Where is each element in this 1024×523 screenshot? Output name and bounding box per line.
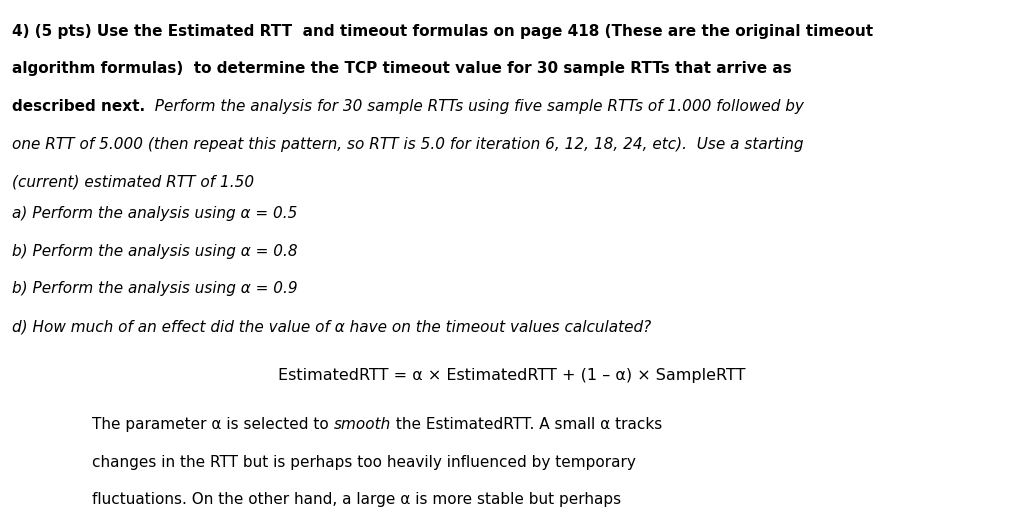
Text: fluctuations. On the other hand, a large α is more stable but perhaps: fluctuations. On the other hand, a large… <box>92 492 622 507</box>
Text: b) Perform the analysis using α = 0.9: b) Perform the analysis using α = 0.9 <box>12 281 298 297</box>
Text: a) Perform the analysis using α = 0.5: a) Perform the analysis using α = 0.5 <box>12 206 298 221</box>
Text: smooth: smooth <box>334 417 391 432</box>
Text: EstimatedRTT = α × EstimatedRTT + (1 – α) × SampleRTT: EstimatedRTT = α × EstimatedRTT + (1 – α… <box>279 368 745 383</box>
Text: one RTT of 5.000 (then repeat this pattern, so RTT is 5.0 for iteration 6, 12, 1: one RTT of 5.000 (then repeat this patte… <box>12 137 804 152</box>
Text: b) Perform the analysis using α = 0.8: b) Perform the analysis using α = 0.8 <box>12 244 298 259</box>
Text: the EstimatedRTT. A small α tracks: the EstimatedRTT. A small α tracks <box>391 417 663 432</box>
Text: Perform the analysis for 30 sample RTTs using five sample RTTs of 1.000 followed: Perform the analysis for 30 sample RTTs … <box>145 99 804 114</box>
Text: described next.: described next. <box>12 99 145 114</box>
Text: d) How much of an effect did the value of α have on the timeout values calculate: d) How much of an effect did the value o… <box>12 319 651 334</box>
Text: (current) estimated RTT of 1.50: (current) estimated RTT of 1.50 <box>12 174 254 189</box>
Text: algorithm formulas)  to determine the TCP timeout value for 30 sample RTTs that : algorithm formulas) to determine the TCP… <box>12 61 792 76</box>
Text: The parameter α is selected to: The parameter α is selected to <box>92 417 334 432</box>
Text: changes in the RTT but is perhaps too heavily influenced by temporary: changes in the RTT but is perhaps too he… <box>92 454 636 470</box>
Text: 4) (5 pts) Use the Estimated RTT  and timeout formulas on page 418 (These are th: 4) (5 pts) Use the Estimated RTT and tim… <box>12 24 873 39</box>
